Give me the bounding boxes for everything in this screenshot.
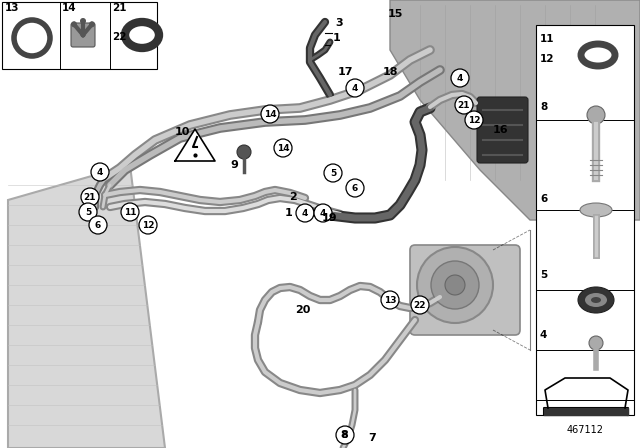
Circle shape [89, 21, 95, 27]
Text: 22: 22 [112, 32, 127, 42]
Text: 4: 4 [97, 168, 103, 177]
Text: 18: 18 [383, 67, 399, 77]
Circle shape [589, 336, 603, 350]
Circle shape [71, 21, 77, 27]
Text: 15: 15 [388, 9, 403, 19]
Text: 14: 14 [264, 109, 276, 119]
Circle shape [79, 203, 97, 221]
Circle shape [336, 426, 354, 444]
Polygon shape [390, 0, 640, 220]
Text: 13: 13 [5, 3, 19, 13]
Text: 4: 4 [540, 330, 547, 340]
Ellipse shape [578, 287, 614, 313]
Text: 12: 12 [540, 54, 554, 64]
Text: 3: 3 [335, 18, 342, 28]
Polygon shape [8, 165, 165, 448]
Text: 16: 16 [493, 125, 509, 135]
Text: 21: 21 [458, 100, 470, 109]
Circle shape [261, 105, 279, 123]
Text: 8: 8 [342, 431, 348, 439]
Text: 7: 7 [368, 433, 376, 443]
Text: 21: 21 [84, 193, 96, 202]
Text: 4: 4 [352, 83, 358, 92]
Circle shape [314, 204, 332, 222]
FancyBboxPatch shape [410, 245, 520, 335]
Circle shape [139, 216, 157, 234]
Circle shape [81, 188, 99, 206]
Circle shape [22, 28, 42, 48]
Circle shape [587, 106, 605, 124]
Text: 1: 1 [285, 208, 292, 218]
Text: 2: 2 [289, 192, 297, 202]
Circle shape [296, 204, 314, 222]
Text: 11: 11 [124, 207, 136, 216]
Circle shape [91, 163, 109, 181]
Circle shape [262, 106, 278, 122]
Text: 13: 13 [384, 296, 396, 305]
Polygon shape [544, 408, 628, 415]
Text: 4: 4 [320, 208, 326, 217]
Circle shape [346, 79, 364, 97]
FancyBboxPatch shape [477, 97, 528, 163]
Text: 1: 1 [333, 33, 340, 43]
Circle shape [417, 247, 493, 323]
Polygon shape [175, 129, 215, 161]
Ellipse shape [585, 293, 607, 307]
Ellipse shape [589, 50, 607, 60]
Text: 19: 19 [322, 213, 338, 223]
Circle shape [445, 275, 465, 295]
Text: 5: 5 [85, 207, 91, 216]
Ellipse shape [591, 297, 601, 303]
Circle shape [89, 216, 107, 234]
Bar [536, 25, 634, 415]
Circle shape [451, 69, 469, 87]
Text: 6: 6 [95, 220, 101, 229]
Text: 11: 11 [540, 34, 554, 44]
Text: 14: 14 [62, 3, 77, 13]
Circle shape [465, 111, 483, 129]
Text: 12: 12 [468, 116, 480, 125]
Circle shape [80, 18, 86, 24]
Circle shape [431, 261, 479, 309]
Circle shape [237, 145, 251, 159]
Text: 21: 21 [112, 3, 127, 13]
Text: 9: 9 [230, 160, 238, 170]
Text: 4: 4 [457, 73, 463, 82]
Text: 17: 17 [338, 67, 353, 77]
Text: 8: 8 [340, 430, 348, 440]
Circle shape [411, 296, 429, 314]
Text: 5: 5 [330, 168, 336, 177]
Circle shape [274, 139, 292, 157]
Circle shape [121, 203, 139, 221]
Text: 20: 20 [295, 305, 310, 315]
Circle shape [381, 291, 399, 309]
Text: 6: 6 [352, 184, 358, 193]
Ellipse shape [580, 203, 612, 217]
Text: 6: 6 [540, 194, 547, 204]
Text: 4: 4 [302, 208, 308, 217]
Circle shape [324, 164, 342, 182]
Text: 22: 22 [413, 301, 426, 310]
FancyBboxPatch shape [71, 23, 95, 47]
Text: 12: 12 [141, 220, 154, 229]
Ellipse shape [133, 29, 151, 41]
Text: 14: 14 [276, 143, 289, 152]
Text: 467112: 467112 [566, 425, 604, 435]
Circle shape [346, 179, 364, 197]
Bar [2, 2, 157, 69]
Text: 8: 8 [540, 102, 547, 112]
Circle shape [455, 96, 473, 114]
Text: 10: 10 [175, 127, 190, 137]
Text: 5: 5 [540, 270, 547, 280]
